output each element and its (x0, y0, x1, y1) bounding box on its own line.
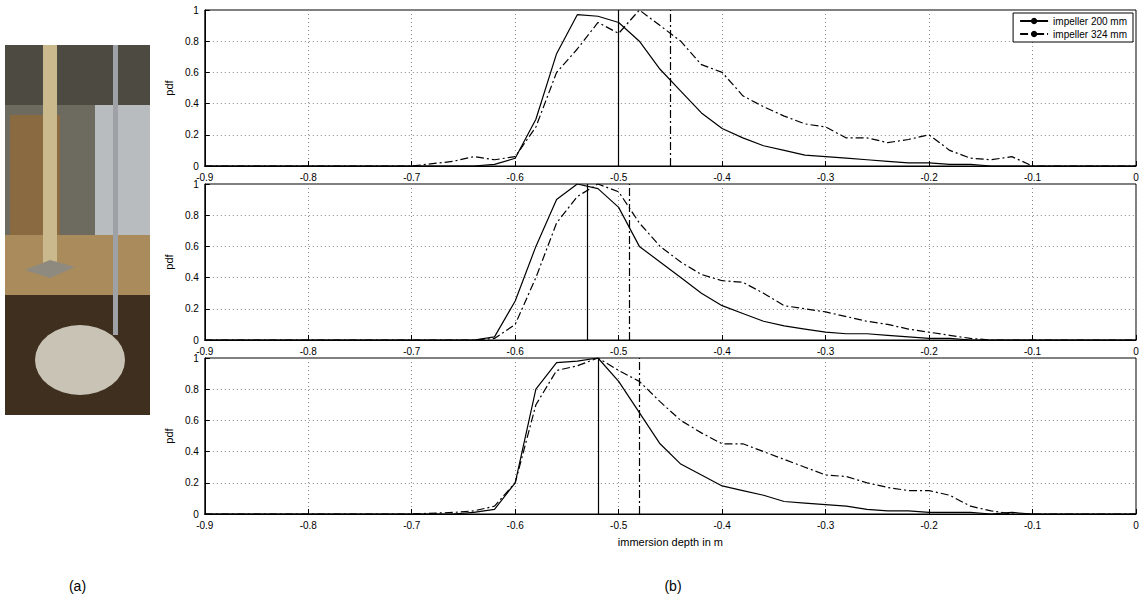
svg-text:pdf: pdf (163, 253, 175, 269)
svg-text:0: 0 (193, 509, 199, 520)
svg-text:0: 0 (193, 335, 199, 346)
svg-text:pdf: pdf (163, 79, 175, 95)
svg-text:0.2: 0.2 (185, 303, 199, 314)
svg-text:-0.3: -0.3 (817, 346, 835, 357)
svg-text:-0.3: -0.3 (817, 520, 835, 531)
html-text:(b): (b) (664, 578, 682, 594)
svg-text:-0.9: -0.9 (196, 346, 214, 357)
svg-text:0.4: 0.4 (185, 98, 199, 109)
svg-text:pdf: pdf (163, 427, 175, 443)
svg-text:0.8: 0.8 (185, 210, 199, 221)
svg-text:-0.6: -0.6 (507, 172, 525, 183)
svg-text:0: 0 (193, 161, 199, 172)
svg-text:0.6: 0.6 (185, 241, 199, 252)
svg-text:0: 0 (1133, 346, 1139, 357)
svg-text:-0.1: -0.1 (1024, 520, 1042, 531)
svg-text:1: 1 (193, 5, 199, 16)
svg-text:-0.3: -0.3 (817, 172, 835, 183)
svg-text:-0.6: -0.6 (507, 346, 525, 357)
svg-text:0.6: 0.6 (185, 415, 199, 426)
svg-text:-0.2: -0.2 (920, 172, 938, 183)
svg-text:0.6: 0.6 (185, 67, 199, 78)
svg-text:1: 1 (193, 352, 199, 364)
svg-text:-0.9: -0.9 (196, 520, 214, 531)
svg-text:-0.1: -0.1 (1024, 172, 1042, 183)
svg-text:-0.2: -0.2 (920, 520, 938, 531)
svg-text:immersion depth in m: immersion depth in m (618, 536, 723, 548)
svg-text:-0.7: -0.7 (403, 346, 421, 357)
svg-text:-0.5: -0.5 (610, 346, 628, 357)
svg-text:0: 0 (1133, 172, 1139, 183)
svg-text:impeller 324 mm: impeller 324 mm (1053, 29, 1127, 40)
svg-text:0.2: 0.2 (185, 129, 199, 140)
svg-text:impeller 200 mm: impeller 200 mm (1053, 16, 1127, 27)
svg-text:0.4: 0.4 (185, 446, 199, 457)
svg-text:-0.8: -0.8 (300, 172, 318, 183)
svg-text:-0.2: -0.2 (920, 346, 938, 357)
svg-text:-0.5: -0.5 (610, 520, 628, 531)
svg-text:1: 1 (193, 178, 199, 190)
svg-text:0: 0 (1133, 520, 1139, 531)
svg-text:-0.8: -0.8 (300, 346, 318, 357)
svg-text:-0.9: -0.9 (196, 172, 214, 183)
svg-text:-0.8: -0.8 (300, 520, 318, 531)
svg-text:0.4: 0.4 (185, 272, 199, 283)
svg-text:0.2: 0.2 (185, 477, 199, 488)
svg-text:-0.7: -0.7 (403, 520, 421, 531)
svg-text:-0.6: -0.6 (507, 520, 525, 531)
svg-text:-0.1: -0.1 (1024, 346, 1042, 357)
svg-text:-0.4: -0.4 (714, 172, 732, 183)
svg-text:0.8: 0.8 (185, 384, 199, 395)
html-text:(a): (a) (68, 578, 87, 594)
svg-text:-0.4: -0.4 (714, 520, 732, 531)
svg-text:-0.5: -0.5 (610, 172, 628, 183)
svg-text:-0.4: -0.4 (714, 346, 732, 357)
svg-text:-0.7: -0.7 (403, 172, 421, 183)
svg-text:0.8: 0.8 (185, 36, 199, 47)
